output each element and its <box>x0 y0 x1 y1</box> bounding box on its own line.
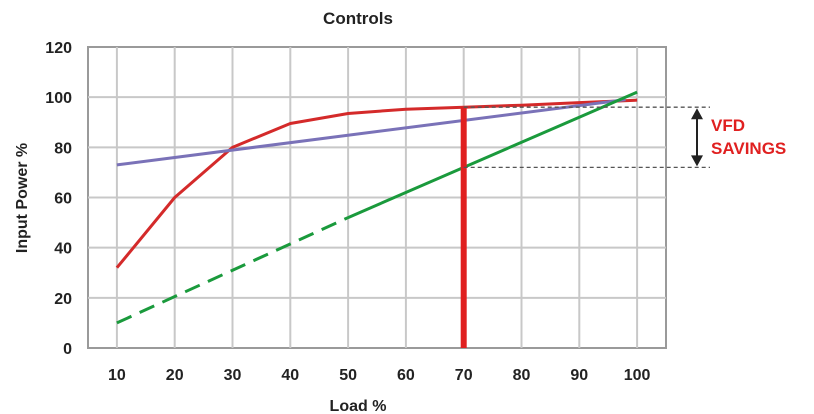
x-tick-label: 90 <box>570 367 588 384</box>
y-tick-label: 20 <box>54 291 72 308</box>
series-line-3 <box>116 216 349 325</box>
series-line-1 <box>115 98 638 269</box>
y-tick-label: 80 <box>54 140 72 157</box>
y-tick-label: 40 <box>54 241 72 258</box>
annotation-label: VFD <box>711 116 745 135</box>
y-tick-label: 60 <box>54 191 72 208</box>
x-tick-label: 20 <box>166 367 184 384</box>
x-tick-label: 60 <box>397 367 415 384</box>
x-tick-label: 30 <box>224 367 242 384</box>
x-tick-label: 100 <box>624 367 651 384</box>
y-tick-label: 100 <box>45 90 72 107</box>
y-tick-label: 0 <box>63 341 72 358</box>
annotation-label: SAVINGS <box>711 139 786 158</box>
arrow-down-icon <box>691 155 703 167</box>
x-tick-label: 50 <box>339 367 357 384</box>
x-tick-label: 40 <box>281 367 299 384</box>
series-line-4 <box>347 90 638 219</box>
series-group <box>115 90 638 348</box>
series-line-2 <box>116 98 626 167</box>
x-tick-labels: 10 20 30 40 50 60 70 80 90 100 <box>108 367 651 384</box>
annotation-group: VFD SAVINGS <box>463 106 786 169</box>
x-axis-title: Load % <box>330 398 387 414</box>
y-tick-labels: 0 20 40 60 80 100 120 <box>45 40 72 358</box>
y-axis-title: Input Power % <box>14 143 31 253</box>
x-tick-label: 10 <box>108 367 126 384</box>
arrow-up-icon <box>691 108 703 120</box>
chart-title: Controls <box>323 9 393 28</box>
x-tick-label: 80 <box>513 367 531 384</box>
y-tick-label: 120 <box>45 40 72 57</box>
x-tick-label: 70 <box>455 367 473 384</box>
